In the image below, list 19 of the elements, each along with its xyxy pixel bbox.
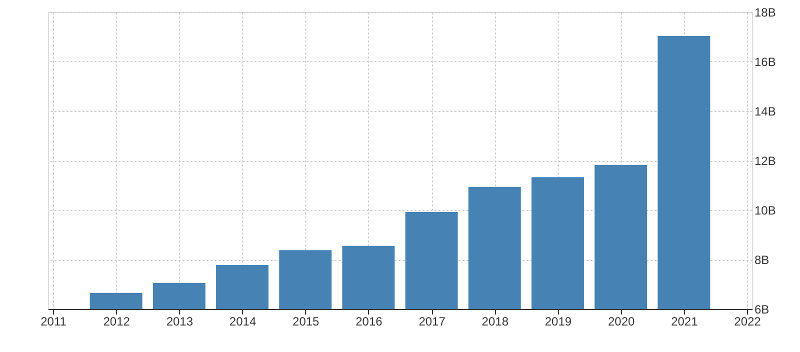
- y-tick-label: 18B: [754, 6, 776, 20]
- x-tick-label: 2019: [544, 314, 572, 328]
- y-tick-label: 16B: [754, 55, 776, 69]
- x-tick-label: 2012: [103, 314, 130, 328]
- x-tick-label: 2014: [229, 314, 256, 328]
- x-tick-label: 2022: [734, 314, 762, 328]
- y-tick-label: 6B: [754, 302, 770, 316]
- y-tick-label: 10B: [754, 204, 776, 218]
- x-tick-label: 2015: [292, 314, 320, 328]
- x-tick-label: 2020: [608, 314, 635, 328]
- y-tick-label: 12B: [754, 154, 776, 168]
- x-tick-label: 2011: [40, 314, 67, 328]
- x-tick-label: 2016: [356, 314, 383, 328]
- x-tick-label: 2021: [671, 314, 698, 328]
- x-tick-label: 2013: [166, 314, 194, 328]
- x-tick-label: 2017: [418, 314, 446, 328]
- y-tick-label: 14B: [754, 104, 776, 118]
- y-tick-label: 8B: [754, 253, 770, 267]
- x-tick-label: 2018: [482, 314, 509, 328]
